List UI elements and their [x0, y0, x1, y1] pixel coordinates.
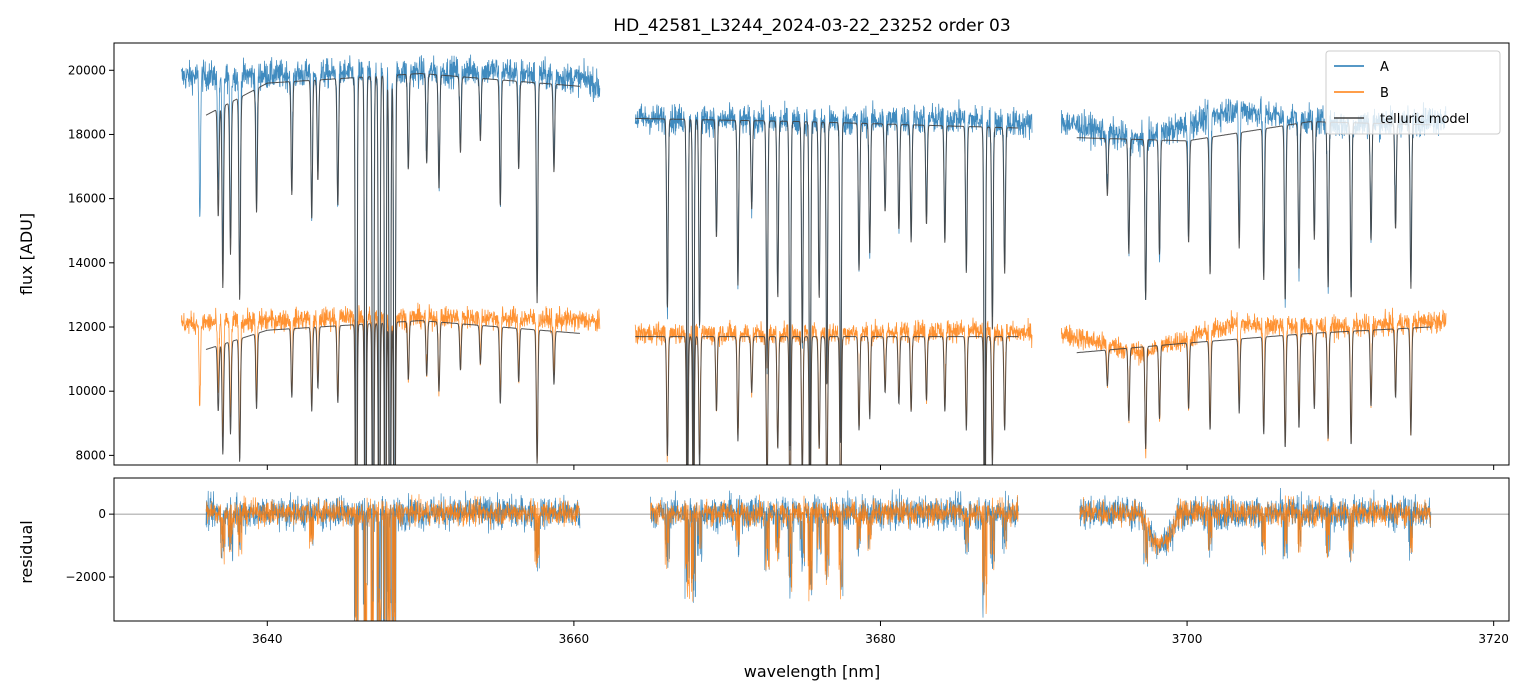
top-y-tick-label: 20000: [68, 63, 106, 77]
legend-label-a: A: [1380, 60, 1389, 75]
bottom-panel: −2000 0 3640 3660 3680 3700 3720 residual wav…: [17, 477, 1510, 681]
top-y-tick-label: 8000: [75, 448, 106, 462]
bottom-x-tick-label: 3640: [252, 632, 283, 646]
telluric-model-b-segment-2: [1076, 326, 1431, 450]
residual-b-segment-0: [205, 494, 581, 621]
top-y-tick-label: 12000: [68, 320, 106, 334]
top-plot-area: [181, 54, 1447, 465]
residual-b-segment-1: [650, 494, 1019, 615]
bottom-y-tick-label: −2000: [65, 570, 106, 584]
top-y-tick-label: 18000: [68, 127, 106, 141]
top-axes-frame: [113, 42, 1510, 466]
telluric-model-b-segment-1: [635, 336, 1019, 465]
residual-b-segment-2: [1079, 494, 1432, 564]
telluric-model-b-segment-0: [205, 320, 580, 465]
spectrum-b-segment-2: [1061, 307, 1447, 459]
chart-title: HD_42581_L3244_2024-03-22_23252 order 03: [613, 16, 1010, 36]
top-y-axis: 8000 10000 12000 14000 16000 18000 20000: [68, 63, 114, 462]
top-x-axis: [266, 465, 1495, 470]
residual-a-segment-2: [1079, 487, 1432, 567]
legend: A B telluric model: [1325, 50, 1501, 135]
bottom-y-axis: −2000 0: [65, 507, 114, 584]
x-axis-label: wavelength [nm]: [744, 662, 881, 681]
top-panel: 8000 10000 12000 14000 16000 18000 20000 flux …: [17, 42, 1510, 470]
top-y-axis-label: flux [ADU]: [17, 213, 36, 295]
telluric-model-a-segment-1: [635, 117, 1019, 465]
top-y-tick-label: 10000: [68, 384, 106, 398]
bottom-y-axis-label: residual: [17, 520, 36, 583]
bottom-x-tick-label: 3720: [1478, 632, 1509, 646]
bottom-x-tick-label: 3660: [559, 632, 590, 646]
bottom-y-tick-label: 0: [98, 507, 106, 521]
spectrum-b-segment-0: [181, 302, 601, 465]
top-y-tick-label: 14000: [68, 256, 106, 270]
top-y-tick-label: 16000: [68, 192, 106, 206]
legend-box: [1325, 50, 1501, 135]
bottom-x-tick-label: 3700: [1172, 632, 1203, 646]
bottom-x-axis: 3640 3660 3680 3700 3720: [252, 621, 1509, 646]
legend-label-model: telluric model: [1380, 112, 1469, 127]
telluric-model-a-segment-0: [205, 73, 580, 465]
bottom-plot-area: [114, 487, 1509, 621]
bottom-axes-frame: [113, 477, 1510, 622]
telluric-model-a-segment-2: [1076, 121, 1431, 301]
bottom-x-tick-label: 3680: [865, 632, 896, 646]
legend-label-b: B: [1380, 86, 1389, 101]
